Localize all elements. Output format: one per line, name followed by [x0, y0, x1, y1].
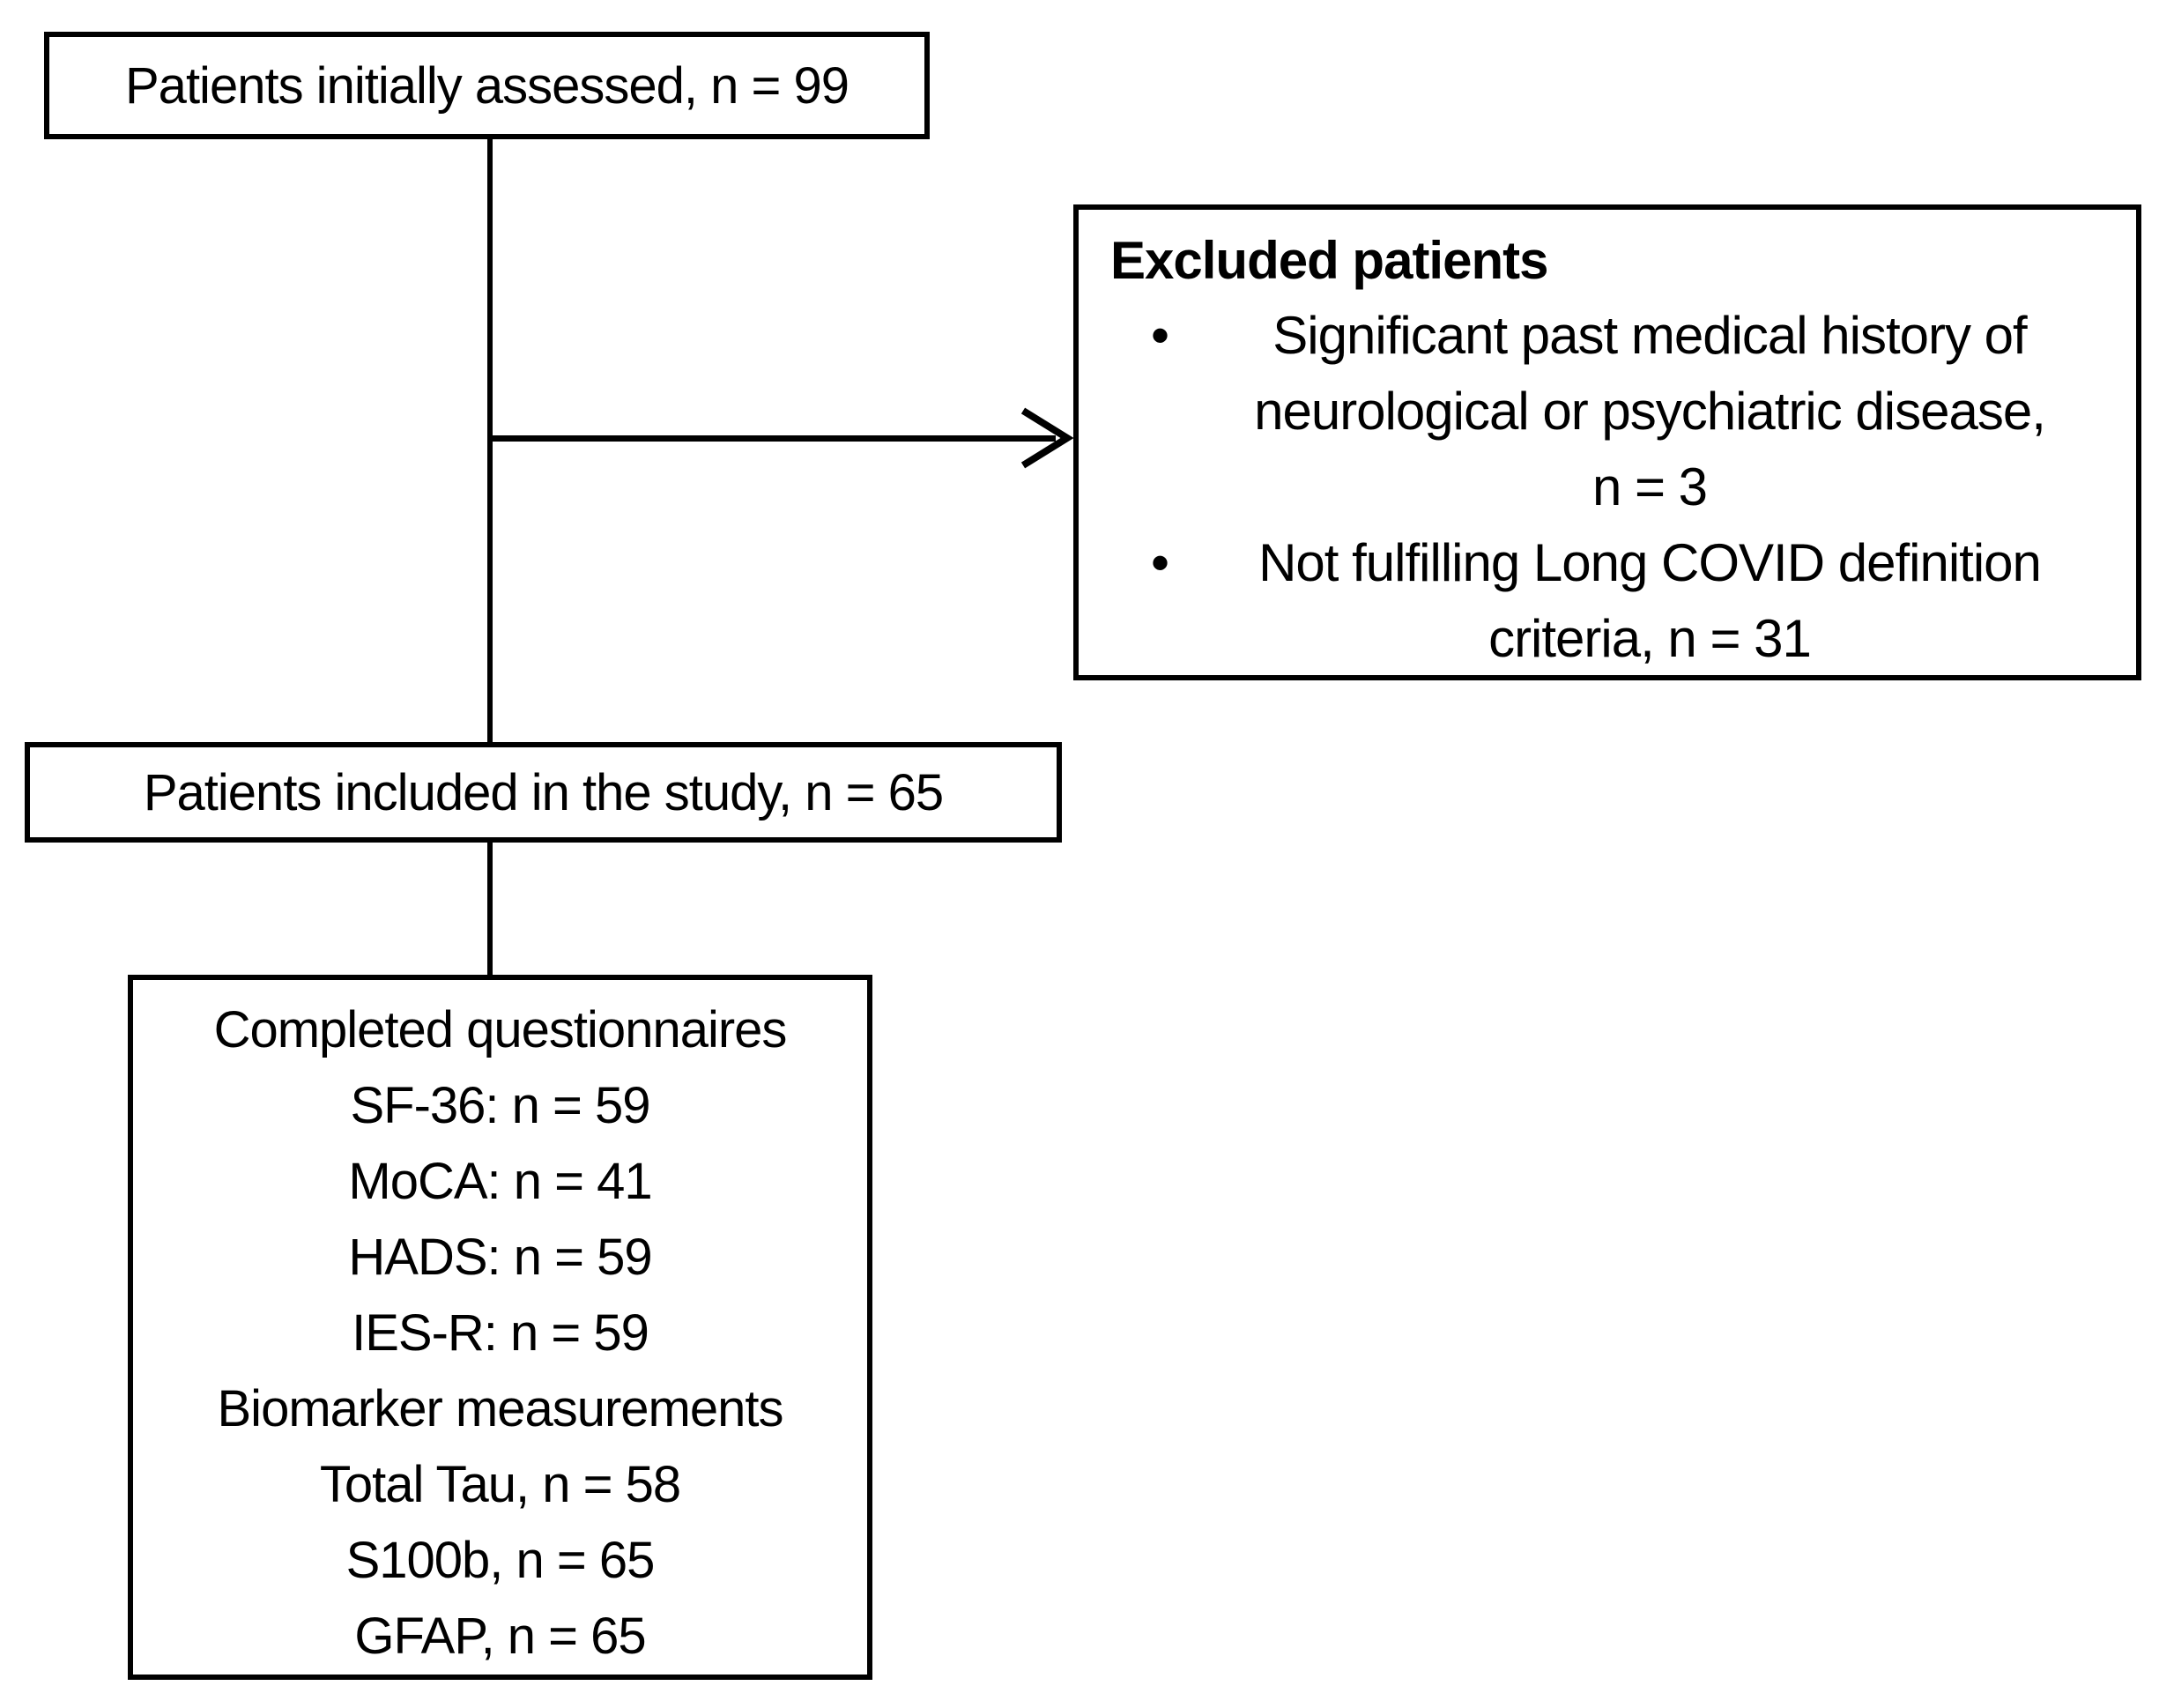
excluded-bullet-1-line-2: neurological or psychiatric disease,: [1254, 382, 2046, 441]
box-patients-included: Patients included in the study, n = 65: [25, 742, 1062, 843]
excluded-bullet-1: • Significant past medical history of ne…: [1105, 298, 2120, 525]
connector-included-to-completed: [487, 843, 493, 975]
box-completed-questionnaires: Completed questionnaires SF-36: n = 59 M…: [128, 975, 872, 1680]
biomarker-header: Biomarker measurements: [217, 1380, 784, 1437]
excluded-bullet-2-line-2: criteria, n = 31: [1488, 609, 1812, 668]
patients-initially-assessed-label: Patients initially assessed, n = 99: [125, 56, 850, 115]
box-patients-initially-assessed: Patients initially assessed, n = 99: [44, 32, 930, 139]
excluded-bullet-2-line-1: Not fulfilling Long COVID definition: [1258, 533, 2042, 592]
excluded-bullet-1-line-1: Significant past medical history of: [1272, 306, 2027, 365]
connector-exclusion-arrow-shaft: [490, 435, 1056, 442]
completed-hads: HADS: n = 59: [348, 1229, 652, 1286]
completed-moca: MoCA: n = 41: [348, 1153, 652, 1210]
excluded-patients-title: Excluded patients: [1110, 231, 1548, 290]
completed-sf36: SF-36: n = 59: [350, 1077, 650, 1134]
patients-included-label: Patients included in the study, n = 65: [143, 763, 944, 821]
biomarker-gfap: GFAP, n = 65: [354, 1608, 646, 1665]
bullet-icon: •: [1151, 306, 1169, 365]
biomarker-s100b: S100b, n = 65: [345, 1532, 656, 1589]
completed-header: Completed questionnaires: [213, 1001, 788, 1058]
biomarker-total-tau: Total Tau, n = 58: [319, 1456, 681, 1513]
completed-iesr: IES-R: n = 59: [352, 1304, 649, 1362]
excluded-bullet-2: • Not fulfilling Long COVID definition c…: [1105, 525, 2120, 677]
connector-top-to-included: [487, 139, 493, 744]
box-excluded-patients: Excluded patients • Significant past med…: [1073, 204, 2141, 680]
arrowhead-right-icon: [1020, 407, 1074, 469]
bullet-icon: •: [1151, 533, 1169, 592]
excluded-bullet-1-line-3: n = 3: [1591, 457, 1708, 516]
